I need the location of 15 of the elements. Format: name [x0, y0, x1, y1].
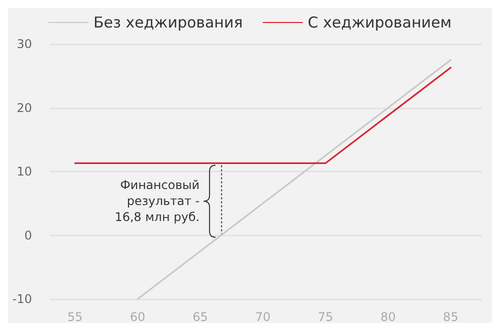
x-tick-label: 65	[192, 310, 208, 324]
legend-label: Без хеджирования	[93, 14, 243, 32]
x-tick-label: 55	[67, 310, 83, 324]
legend-label: С хеджированием	[308, 14, 452, 32]
y-tick-label: 0	[24, 228, 32, 242]
x-tick-label: 75	[318, 310, 334, 324]
y-tick-label: -10	[12, 292, 32, 306]
y-tick-label: 20	[16, 100, 32, 115]
annotation: Финансовый результат - 16,8 млн руб.	[114, 178, 200, 224]
x-tick-label: 70	[255, 310, 271, 324]
x-tick-label: 60	[130, 310, 146, 324]
y-tick-label: 30	[16, 37, 32, 51]
x-tick-label: 85	[443, 310, 458, 324]
x-tick-label: 80	[380, 310, 396, 324]
y-tick-label: 10	[16, 164, 32, 178]
